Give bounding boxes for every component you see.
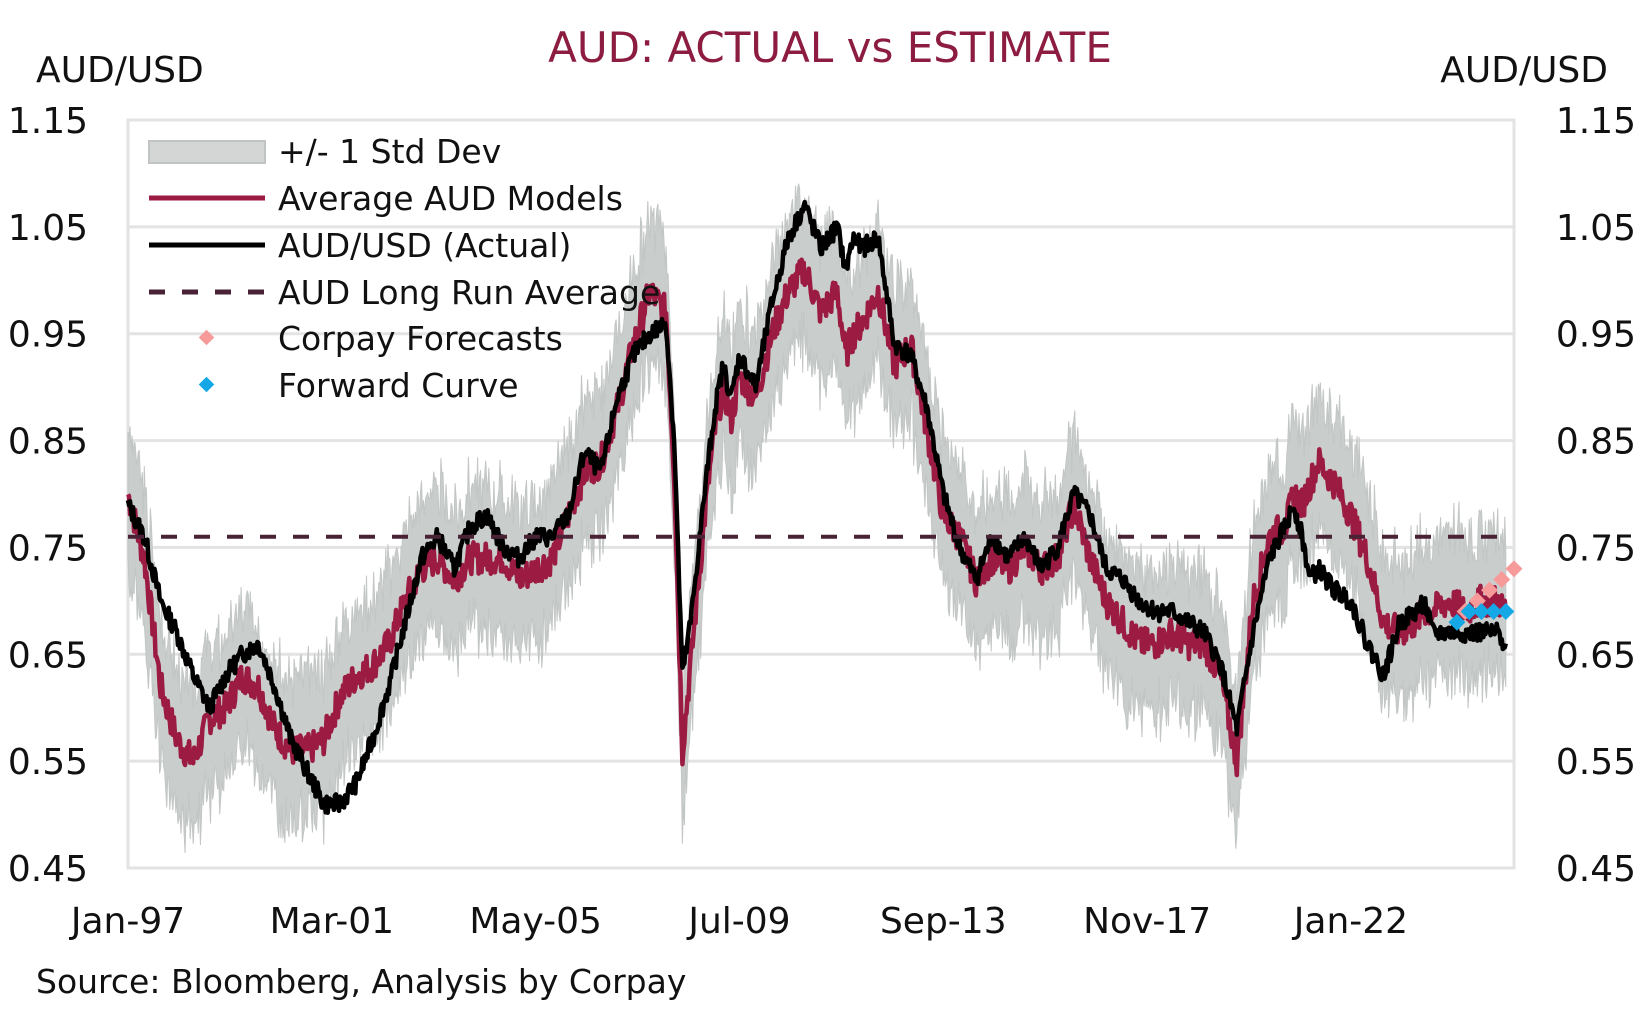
legend-swatch-corpay-forecasts <box>198 329 215 346</box>
legend-swatch-forward-curve <box>198 376 215 393</box>
legend-label-models: Average AUD Models <box>278 179 623 218</box>
y-tick-label-right: 1.05 <box>1556 208 1636 249</box>
x-tick-label: Nov-17 <box>1083 901 1211 942</box>
y-axis-right-label: AUD/USD <box>1440 50 1608 91</box>
forecast-markers <box>1448 560 1523 631</box>
x-tick-label: Jan-97 <box>69 901 185 942</box>
y-tick-label-right: 0.75 <box>1556 528 1636 569</box>
forward-curve-point <box>1472 603 1490 621</box>
y-tick-label-left: 1.15 <box>8 101 88 142</box>
x-tick-label: Jan-22 <box>1292 901 1408 942</box>
std-dev-band <box>127 183 1507 854</box>
y-tick-label-left: 0.95 <box>8 315 88 356</box>
x-tick-label: May-05 <box>469 901 602 942</box>
y-axis-left-label: AUD/USD <box>36 50 204 91</box>
forward-curve-point <box>1485 603 1503 621</box>
forward-curve-point <box>1448 613 1466 631</box>
models-line <box>126 257 1509 778</box>
y-tick-label-left: 0.45 <box>8 849 88 890</box>
legend-label-actual: AUD/USD (Actual) <box>278 226 571 265</box>
legend-label-forward-curve: Forward Curve <box>278 366 519 405</box>
y-tick-label-right: 0.55 <box>1556 742 1636 783</box>
actual-series <box>125 199 1508 815</box>
y-tick-label-left: 1.05 <box>8 208 88 249</box>
y-tick-label-right: 0.45 <box>1556 849 1636 890</box>
legend-label-long-run-average: AUD Long Run Average <box>278 273 660 312</box>
x-tick-label: Sep-13 <box>880 901 1007 942</box>
y-tick-label-left: 0.75 <box>8 528 88 569</box>
source-note: Source: Bloomberg, Analysis by Corpay <box>36 962 686 1001</box>
legend: +/- 1 Std Dev Average AUD Models AUD/USD… <box>148 132 660 405</box>
y-tick-label-right: 0.85 <box>1556 422 1636 463</box>
chart-title: AUD: ACTUAL vs ESTIMATE <box>548 23 1112 72</box>
forward-curve-point <box>1460 603 1478 621</box>
y-tick-label-right: 0.65 <box>1556 635 1636 676</box>
y-tick-label-left: 0.65 <box>8 635 88 676</box>
y-ticks-left: 1.15 1.05 0.95 0.85 0.75 0.65 0.55 0.45 <box>8 101 88 890</box>
forward-curve-point <box>1497 603 1515 621</box>
legend-label-std-dev: +/- 1 Std Dev <box>278 132 501 171</box>
legend-swatch-std-dev <box>148 140 266 164</box>
legend-label-corpay-forecasts: Corpay Forecasts <box>278 319 563 358</box>
y-tick-label-left: 0.85 <box>8 422 88 463</box>
corpay-forecast-point <box>1505 560 1523 578</box>
corpay-forecast-point <box>1493 571 1511 588</box>
corpay-forecast-point <box>1481 581 1499 599</box>
x-tick-label: Jul-09 <box>686 901 790 942</box>
x-ticks: Jan-97 Mar-01 May-05 Jul-09 Sep-13 Nov-17 Jan-… <box>69 901 1408 942</box>
model-series <box>126 257 1509 778</box>
std-dev-band-area <box>127 183 1507 854</box>
actual-line <box>125 199 1508 815</box>
y-tick-label-right: 1.15 <box>1556 101 1636 142</box>
y-ticks-right: 1.15 1.05 0.95 0.85 0.75 0.65 0.55 0.45 <box>1556 101 1636 890</box>
y-tick-label-right: 0.95 <box>1556 315 1636 356</box>
x-tick-label: Mar-01 <box>270 901 394 942</box>
y-tick-label-left: 0.55 <box>8 742 88 783</box>
